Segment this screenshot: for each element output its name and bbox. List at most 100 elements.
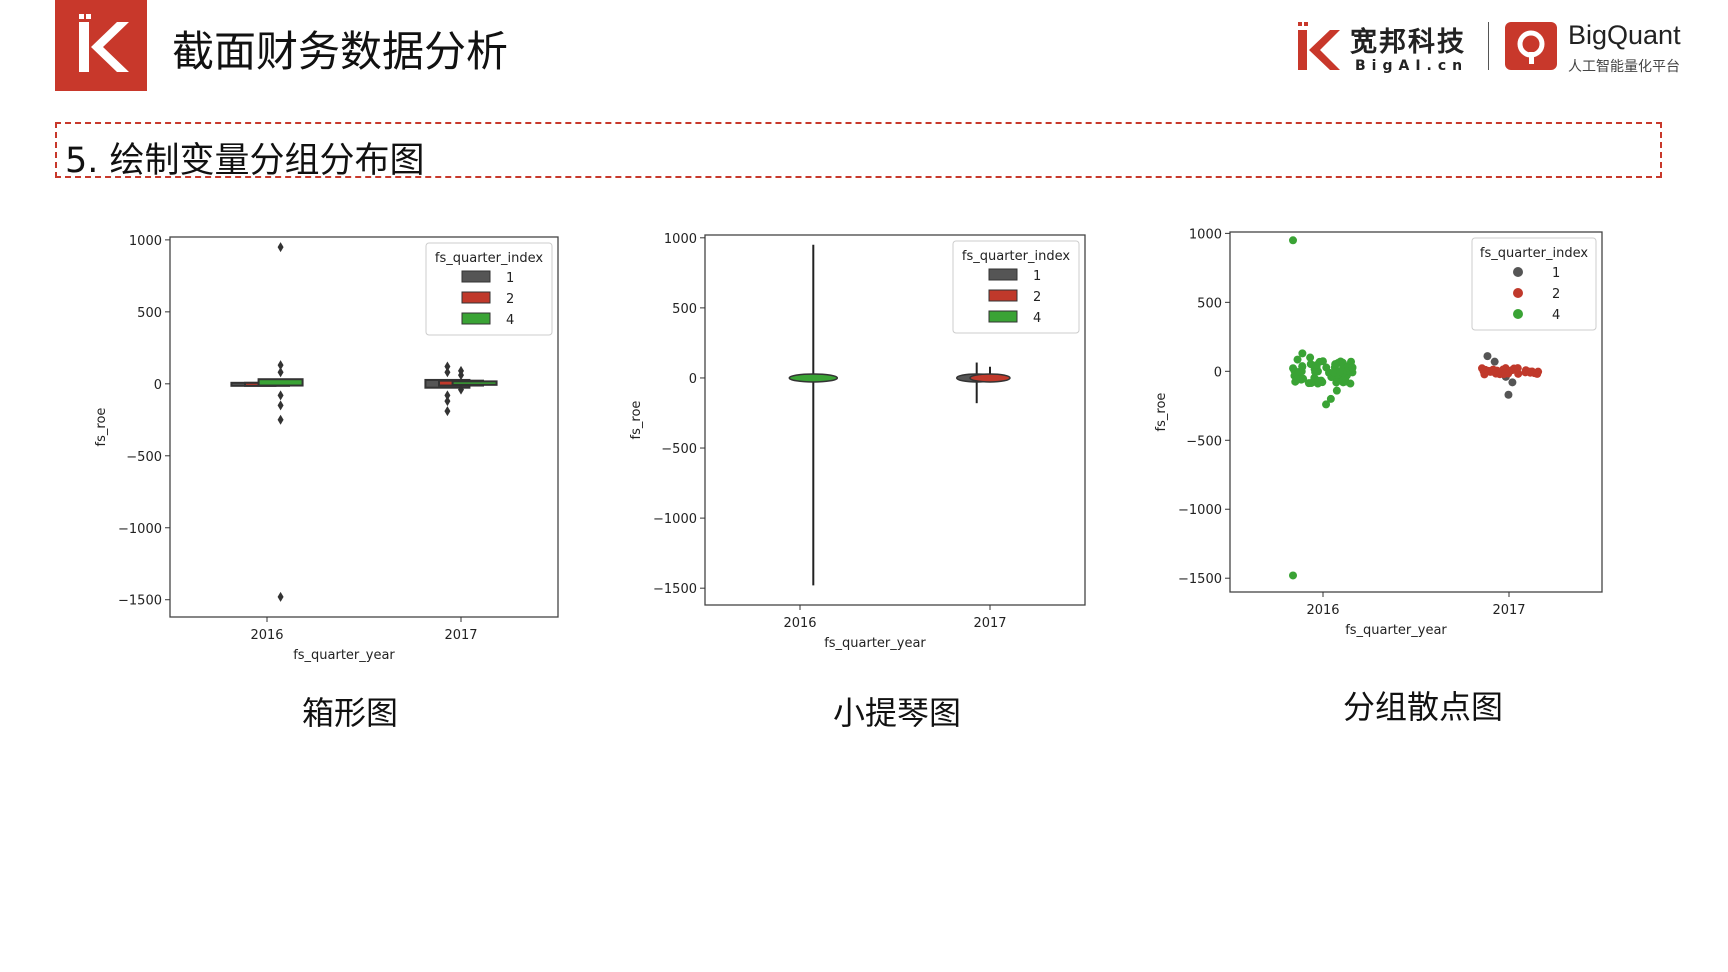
y-tick-label: 1000 <box>129 234 162 249</box>
scatter-point <box>1490 357 1499 366</box>
scatter-point <box>1501 368 1510 377</box>
scatter-point <box>1311 368 1320 377</box>
x-tick-label: 2016 <box>783 616 816 631</box>
box-outlier <box>458 384 464 395</box>
legend-swatch <box>988 310 1018 323</box>
box-outlier <box>444 367 451 378</box>
y-tick-label: −500 <box>661 442 697 457</box>
box-outlier <box>277 591 284 602</box>
box-outlier <box>277 367 284 378</box>
scatter-point <box>1322 400 1331 409</box>
scatter-point <box>1315 357 1324 366</box>
box-plot-svg: 1000 500 0 −500 −1000 −1500 2016 2017 fs_quarter… <box>94 234 559 663</box>
scatter-point <box>1307 378 1316 387</box>
page-title: 截面财务数据分析 <box>172 27 509 76</box>
y-tick-label: 0 <box>154 378 162 393</box>
y-tick-label: 500 <box>1197 296 1222 311</box>
legend-title: fs_quarter_index <box>1480 246 1588 261</box>
legend-label: 1 <box>1033 269 1041 284</box>
legend-swatch <box>988 289 1018 302</box>
scatter-point <box>1514 369 1523 378</box>
brand-k-logo <box>1296 20 1340 72</box>
scatter-point <box>1298 349 1307 358</box>
legend-label: 2 <box>506 292 514 307</box>
box-outlier <box>277 400 284 411</box>
legend-label: 1 <box>1552 266 1560 281</box>
legend-label: 1 <box>506 271 514 286</box>
scatter-point <box>1314 376 1323 385</box>
box-outlier <box>444 396 451 407</box>
brand-divider <box>1488 22 1489 70</box>
y-tick-label: 0 <box>689 372 697 387</box>
y-tick-label: −1500 <box>1178 572 1222 587</box>
scatter-point <box>1508 378 1517 387</box>
caption-violin-plot: 小提琴图 <box>832 694 961 732</box>
x-tick-label: 2016 <box>1306 603 1339 618</box>
scatter-point <box>1504 390 1513 399</box>
y-tick-label: 1000 <box>664 232 697 247</box>
violin-plot-svg: 1000 500 0 −500 −1000 −1500 2016 2017 fs_quarter… <box>629 232 1086 651</box>
legend-box <box>425 242 553 336</box>
legend-marker <box>1513 267 1523 277</box>
y-axis-label: fs_roe <box>1154 393 1169 432</box>
y-tick-label: 500 <box>672 302 697 317</box>
y-tick-label: −1000 <box>653 512 697 527</box>
scatter-point <box>1332 378 1341 387</box>
y-axis-label: fs_roe <box>629 401 644 440</box>
section-title: 5. 绘制变量分组分布图 <box>65 141 425 181</box>
violin-body <box>788 373 839 383</box>
x-tick-label: 2017 <box>444 628 477 643</box>
y-tick-label: 500 <box>137 306 162 321</box>
legend-swatch <box>988 268 1018 281</box>
x-axis-label: fs_quarter_year <box>293 648 395 663</box>
y-tick-label: −500 <box>1186 434 1222 449</box>
box-body <box>451 380 498 386</box>
legend-swatch <box>461 270 491 283</box>
scatter-point <box>1299 374 1308 383</box>
brand-subtitle: BigAI.cn <box>1355 58 1469 74</box>
scatter-point <box>1348 363 1357 372</box>
x-tick-label: 2016 <box>250 628 283 643</box>
scatter-plot-chart: 1000 500 0 −500 −1000 −1500 2016 2017 fs_quarter… <box>1150 220 1650 674</box>
legend-title: fs_quarter_index <box>435 251 543 266</box>
scatter-point <box>1483 352 1492 361</box>
legend-label: 2 <box>1552 287 1560 302</box>
y-axis-label: fs_roe <box>94 408 109 447</box>
scatter-point <box>1329 368 1338 377</box>
violin-body <box>969 373 1011 383</box>
legend-box <box>952 240 1080 334</box>
legend-box <box>1471 237 1597 331</box>
box-outlier <box>444 361 451 372</box>
scatter-point <box>1326 394 1335 403</box>
caption-box-plot: 箱形图 <box>301 694 398 732</box>
scatter-point <box>1478 364 1487 373</box>
scatter-point <box>1525 367 1534 376</box>
caption-scatter-plot: 分组散点图 <box>1342 688 1503 726</box>
x-axis-label: fs_quarter_year <box>824 636 926 651</box>
box-outlier <box>458 365 464 376</box>
legend-swatch <box>461 291 491 304</box>
y-tick-label: −1500 <box>653 582 697 597</box>
y-tick-label: 0 <box>1214 365 1222 380</box>
bigquant-name: BigQuant <box>1568 20 1681 50</box>
legend-label: 4 <box>1552 308 1560 323</box>
y-tick-label: −1000 <box>1178 503 1222 518</box>
scatter-point <box>1289 571 1297 580</box>
scatter-point <box>1480 370 1489 379</box>
legend-swatch <box>461 312 491 325</box>
scatter-point <box>1322 363 1331 372</box>
legend-label: 2 <box>1033 290 1041 305</box>
scatter-point <box>1341 377 1350 386</box>
legend-marker <box>1513 288 1523 298</box>
y-tick-label: −1000 <box>118 522 162 537</box>
box-outlier <box>277 242 284 253</box>
brand-name: 宽邦科技 <box>1350 27 1466 58</box>
scatter-point <box>1513 364 1522 373</box>
y-tick-label: −1500 <box>118 594 162 609</box>
x-tick-label: 2017 <box>1492 603 1525 618</box>
box-plot-chart: 1000 500 0 −500 −1000 −1500 2016 2017 fs_quarter… <box>80 225 580 679</box>
scatter-point <box>1293 375 1302 384</box>
scatter-point <box>1298 362 1307 371</box>
scatter-point <box>1332 386 1341 395</box>
bigquant-logo <box>1505 22 1557 70</box>
